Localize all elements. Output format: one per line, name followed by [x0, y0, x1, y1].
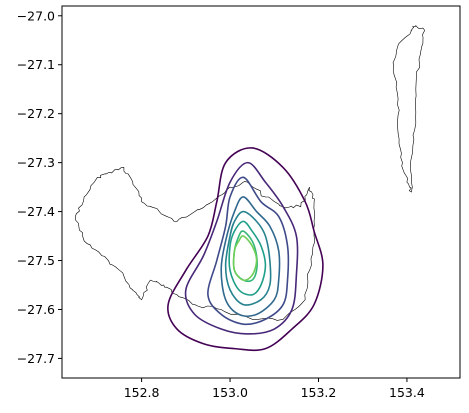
- map-outlines: [75, 25, 425, 321]
- island-outline: [392, 25, 425, 193]
- y-tick-label: −27.0: [17, 8, 55, 23]
- contour-level-7: [232, 230, 258, 283]
- contour-level-4: [220, 196, 281, 318]
- y-tick-label: −27.2: [17, 106, 55, 121]
- y-tick-label: −27.6: [17, 302, 55, 317]
- y-axis-ticks: −27.0 −27.1 −27.2 −27.3 −27.4 −27.5 −27.6 −27.7: [17, 8, 62, 366]
- x-tick-label: 153.2: [301, 385, 337, 400]
- x-tick-label: 153.0: [212, 385, 248, 400]
- contour-level-3: [207, 176, 290, 326]
- y-tick-label: −27.4: [17, 204, 55, 219]
- x-tick-label: 152.8: [124, 385, 160, 400]
- axes-frame: [61, 5, 461, 379]
- contour-level-5: [224, 210, 272, 306]
- axes-spines: [61, 5, 461, 379]
- contour-level-8: [232, 235, 258, 282]
- density-contours: [167, 147, 324, 352]
- contour-level-6: [228, 220, 267, 296]
- y-tick-label: −27.3: [17, 155, 55, 170]
- y-tick-label: −27.1: [17, 57, 55, 72]
- plot-area: [75, 25, 425, 352]
- contour-level-1: [167, 147, 324, 352]
- x-tick-label: 153.4: [389, 385, 425, 400]
- contour-level-2: [184, 161, 299, 335]
- mainland-outline: [75, 167, 316, 321]
- y-tick-label: −27.5: [17, 253, 55, 268]
- y-tick-label: −27.7: [17, 351, 55, 366]
- x-axis-ticks: 152.8 153.0 153.2 153.4: [124, 378, 425, 400]
